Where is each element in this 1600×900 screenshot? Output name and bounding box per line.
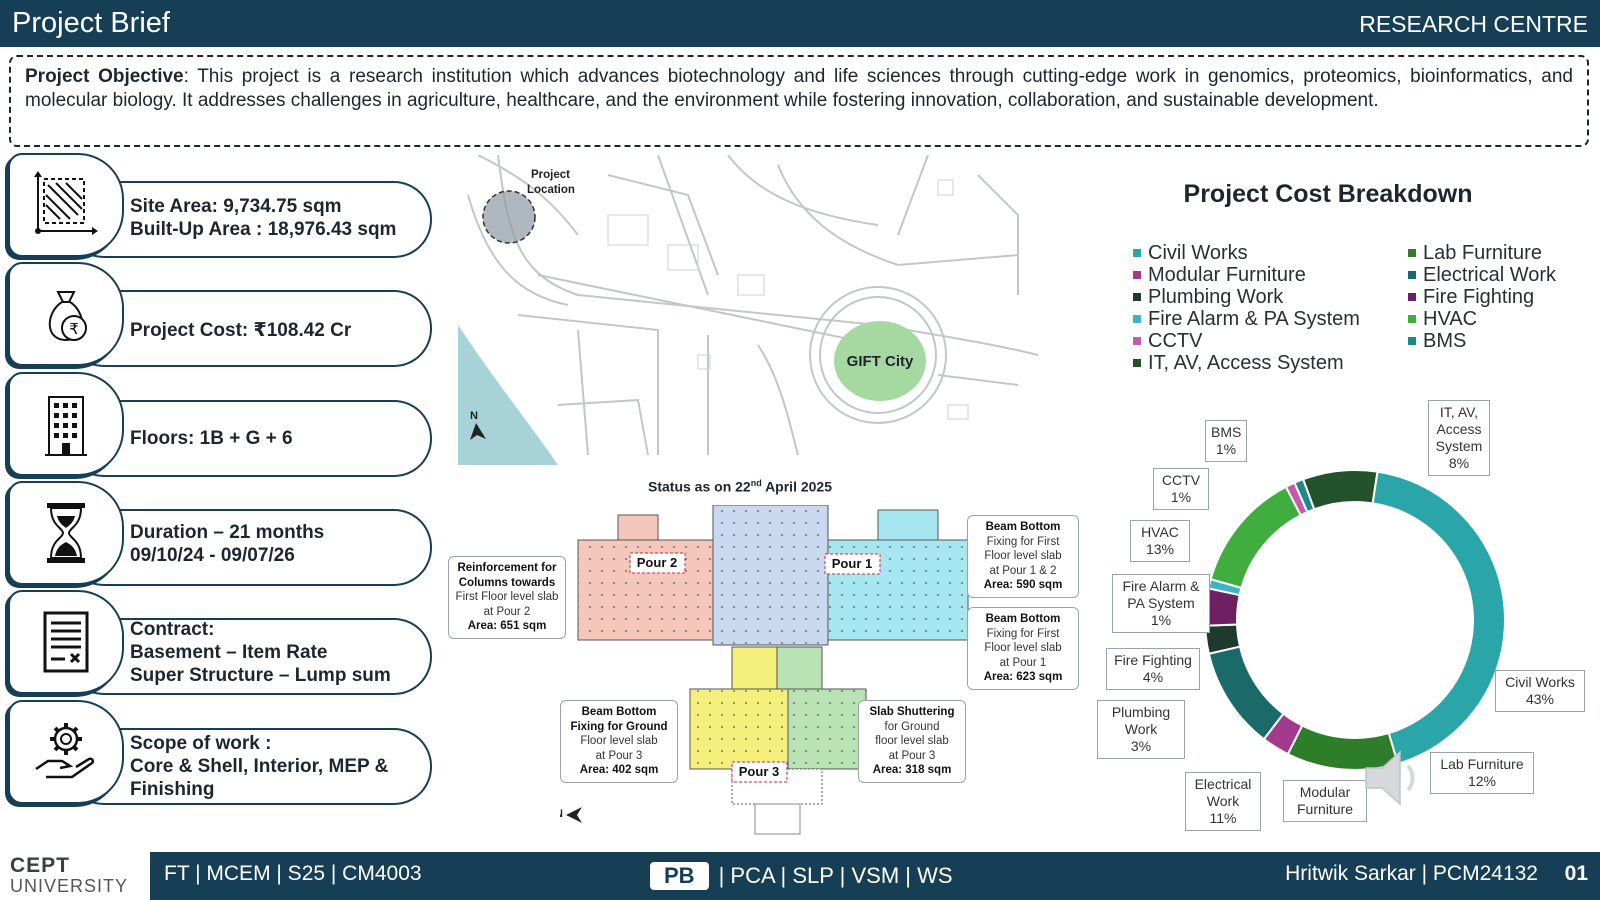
legend-item: Electrical Work [1408,264,1556,286]
legend-item: Plumbing Work [1133,286,1360,308]
callout-modular-furniture: Modular Furniture [1283,780,1367,822]
site-area-card: Site Area: 9,734.75 sqm Built-Up Area : … [8,153,434,261]
floors-card: Floors: 1B + G + 6 [8,372,434,480]
project-cost-text: Project Cost: ₹108.42 Cr [130,320,352,341]
project-cost-card: ₹ Project Cost: ₹108.42 Cr [8,262,434,370]
legend-item: Fire Alarm & PA System [1133,308,1360,330]
hourglass-icon [8,481,124,585]
page-title: Project Brief [12,7,170,39]
water-body [458,325,558,465]
legend-left: Civil Works Modular Furniture Plumbing W… [1133,242,1360,374]
contract-document-icon [8,590,124,694]
callout-it-av: IT, AV, Access System 8% [1428,400,1490,476]
scope-card: Scope of work : Core & Shell, Interior, … [8,700,434,808]
gift-city-label: GIFT City [847,353,914,370]
objective-text: : This project is a research institution… [25,66,1573,111]
contract-basement-text: Basement – Item Rate [130,642,328,663]
contract-card: Contract: Basement – Item Rate Super Str… [8,590,434,698]
callout-electrical: Electrical Work 11% [1185,772,1261,831]
building-icon [8,372,124,476]
donut-slice-hvac [1209,485,1303,590]
callout-bms: BMS 1% [1205,420,1247,462]
scope-text-2: Finishing [130,779,215,800]
site-location-map: GIFT City Project Location N [458,155,1038,465]
svg-text:₹: ₹ [69,320,79,338]
note-beam-bottom-pour-1-2: Beam Bottom Fixing for First Floor level s… [967,515,1079,598]
objective-label: Project Objective [25,66,184,87]
audio-speaker-icon[interactable] [1360,748,1430,808]
legend-right: Lab Furniture Electrical Work Fire Fight… [1408,242,1556,352]
note-slab-shuttering-pour-3: Slab Shuttering for Ground floor level sla… [858,700,966,783]
callout-fire-alarm: Fire Alarm & PA System 1% [1112,574,1210,633]
money-bag-icon: ₹ [8,262,124,366]
pour-2-label: Pour 2 [637,555,677,570]
gift-city-area [834,321,926,401]
author-label: Hritwik Sarkar | PCM24132 [1285,862,1538,885]
donut-slice-civil-works [1371,470,1506,765]
course-code: FT | MCEM | S25 | CM4003 [164,862,422,885]
header-bar: Project Brief RESEARCH CENTRE [0,0,1600,47]
status-title: Status as on 22nd April 2025 [648,478,832,495]
nav-items-rest[interactable]: | PCA | SLP | VSM | WS [718,863,953,888]
legend-item: HVAC [1408,308,1556,330]
cost-donut-chart [1204,469,1506,771]
nav-item-pb[interactable]: PB [650,862,709,890]
callout-fire-fighting: Fire Fighting 4% [1106,648,1200,690]
callout-lab-furniture: Lab Furniture 12% [1430,752,1534,794]
plan-north-arrow-icon [566,807,582,823]
callout-cctv: CCTV 1% [1153,468,1209,510]
project-location-label-1: Project [531,169,570,181]
gear-hand-icon [8,700,124,804]
floor-plan-status: Pour 2 Pour 1 Pour 3 N [560,505,969,835]
legend-item: CCTV [1133,330,1360,352]
legend-item: BMS [1408,330,1556,352]
contract-label: Contract: [130,619,215,640]
pour-1-label: Pour 1 [832,556,872,571]
project-location-marker [482,190,536,244]
section-nav: PB | PCA | SLP | VSM | WS [650,862,953,890]
map-north-label: N [470,410,478,422]
built-up-area-text: Built-Up Area : 18,976.43 sqm [130,219,397,240]
site-area-text: Site Area: 9,734.75 sqm [130,196,342,217]
legend-item: Modular Furniture [1133,264,1360,286]
scope-text-1: Core & Shell, Interior, MEP & [130,756,389,777]
page-number: 01 [1564,862,1588,885]
pour-3-label: Pour 3 [739,764,779,779]
donut-slice-it-av-access-system [1301,469,1379,511]
scope-label: Scope of work : [130,733,272,754]
floors-text: Floors: 1B + G + 6 [130,428,293,449]
duration-card: Duration – 21 months 09/10/24 - 09/07/26 [8,481,434,589]
project-objective-box: Project Objective: This project is a res… [9,55,1589,147]
project-type-label: RESEARCH CENTRE [1359,11,1588,37]
legend-item: Lab Furniture [1408,242,1556,264]
callout-plumbing: Plumbing Work 3% [1097,700,1185,759]
contract-superstructure-text: Super Structure – Lump sum [130,665,391,686]
map-north-arrow-icon [470,423,486,440]
site-area-icon [8,153,124,257]
plan-north-label: N [560,808,563,820]
legend-item: IT, AV, Access System [1133,352,1360,374]
legend-item: Fire Fighting [1408,286,1556,308]
university-logo: CEPT UNIVERSITY [10,854,129,896]
legend-item: Civil Works [1133,242,1360,264]
duration-dates-text: 09/10/24 - 09/07/26 [130,545,295,566]
note-beam-bottom-pour-1: Beam Bottom Fixing for First Floor level s… [967,607,1079,690]
cost-breakdown-title: Project Cost Breakdown [1183,180,1473,208]
callout-hvac: HVAC 13% [1130,520,1190,562]
duration-text: Duration – 21 months [130,522,325,543]
footer-bar: CEPT UNIVERSITY FT | MCEM | S25 | CM4003… [0,852,1600,900]
donut-slice-electrical-work [1207,645,1285,741]
project-location-label-2: Location [527,184,575,196]
note-beam-bottom-pour-3: Beam Bottom Fixing for Ground Floor level … [560,700,678,783]
callout-civil-works: Civil Works 43% [1495,670,1585,712]
note-reinforcement-pour-2: Reinforcement for Columns towards First Fl… [448,556,566,639]
